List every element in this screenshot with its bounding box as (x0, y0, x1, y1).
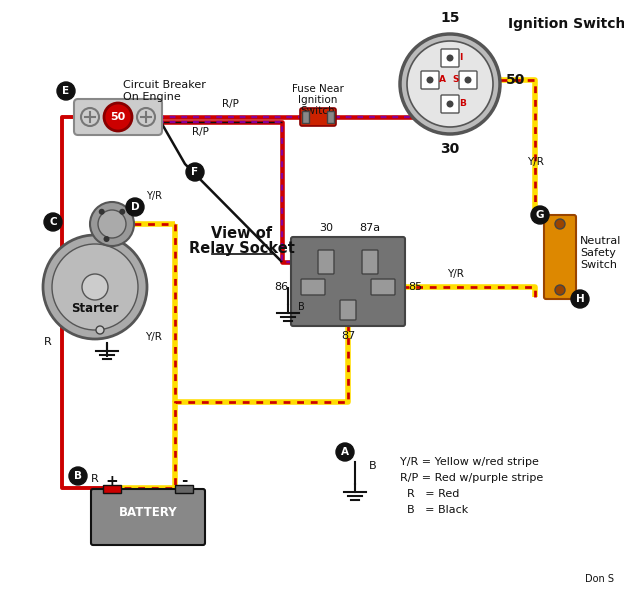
Text: D: D (130, 202, 139, 212)
Bar (302, 111, 309, 123)
Bar (175, 485, 193, 493)
FancyBboxPatch shape (362, 250, 378, 274)
Text: R   = Red: R = Red (400, 489, 459, 499)
Text: B: B (369, 461, 377, 471)
Text: 50: 50 (110, 112, 125, 122)
Circle shape (43, 235, 147, 339)
FancyBboxPatch shape (340, 300, 356, 320)
Text: B: B (298, 302, 305, 312)
Circle shape (104, 236, 110, 242)
Circle shape (81, 108, 99, 126)
Text: B   = Black: B = Black (400, 505, 468, 515)
Circle shape (447, 54, 454, 62)
Circle shape (96, 326, 104, 334)
Text: C: C (49, 217, 57, 227)
Circle shape (69, 467, 87, 485)
Circle shape (555, 285, 565, 295)
Text: R: R (91, 474, 99, 484)
Text: Safety: Safety (580, 248, 616, 258)
Circle shape (126, 198, 144, 216)
FancyBboxPatch shape (371, 279, 395, 295)
Text: G: G (536, 210, 544, 220)
Text: Y/R: Y/R (146, 191, 162, 201)
Text: Circuit Breaker: Circuit Breaker (123, 80, 206, 90)
Circle shape (426, 76, 434, 83)
Text: Y/R: Y/R (527, 157, 544, 167)
Text: B: B (74, 471, 82, 481)
FancyBboxPatch shape (441, 49, 459, 67)
Text: R: R (44, 337, 52, 347)
FancyBboxPatch shape (74, 99, 162, 135)
Circle shape (336, 443, 354, 461)
Circle shape (44, 213, 62, 231)
FancyBboxPatch shape (421, 71, 439, 89)
Text: H: H (575, 294, 584, 304)
Text: Neutral: Neutral (580, 236, 622, 246)
Text: Y/R: Y/R (447, 269, 464, 279)
Text: 85: 85 (408, 282, 422, 292)
Text: Y/R: Y/R (145, 332, 162, 342)
Text: R/P = Red w/purple stripe: R/P = Red w/purple stripe (400, 473, 544, 483)
Text: 30: 30 (319, 223, 333, 233)
Circle shape (555, 219, 565, 229)
Text: A: A (341, 447, 349, 457)
Text: 50: 50 (506, 73, 525, 87)
Text: 15: 15 (441, 11, 460, 25)
Text: BATTERY: BATTERY (119, 507, 177, 520)
Text: Starter: Starter (71, 303, 119, 316)
Circle shape (447, 101, 454, 108)
FancyBboxPatch shape (301, 279, 325, 295)
Text: Don S: Don S (585, 574, 614, 584)
Circle shape (52, 244, 138, 330)
Text: R/P: R/P (192, 127, 208, 137)
Circle shape (531, 206, 549, 224)
Circle shape (98, 210, 126, 238)
Circle shape (407, 41, 493, 127)
Text: A: A (439, 76, 446, 85)
Circle shape (119, 209, 125, 215)
Bar (327, 111, 334, 123)
Text: F: F (192, 167, 198, 177)
Circle shape (571, 290, 589, 308)
Text: E: E (62, 86, 69, 96)
FancyBboxPatch shape (318, 250, 334, 274)
Text: Switch: Switch (580, 260, 617, 270)
FancyBboxPatch shape (544, 215, 576, 299)
Text: R/P: R/P (222, 99, 238, 109)
Circle shape (57, 82, 75, 100)
Text: I: I (459, 53, 462, 63)
Text: Switch: Switch (301, 106, 335, 116)
Text: Relay Socket: Relay Socket (189, 242, 295, 256)
Text: On Engine: On Engine (123, 92, 181, 102)
Circle shape (82, 274, 108, 300)
FancyBboxPatch shape (441, 95, 459, 113)
Text: Y/R = Yellow w/red stripe: Y/R = Yellow w/red stripe (400, 457, 539, 467)
FancyBboxPatch shape (91, 489, 205, 545)
Bar (103, 485, 121, 493)
Text: Fuse Near: Fuse Near (292, 84, 344, 94)
Text: +: + (105, 474, 119, 488)
Circle shape (99, 209, 105, 215)
Text: Ignition Switch: Ignition Switch (508, 17, 624, 31)
Circle shape (464, 76, 472, 83)
Text: 87: 87 (341, 331, 355, 341)
Text: 87a: 87a (359, 223, 381, 233)
Text: -: - (181, 474, 187, 488)
Circle shape (400, 34, 500, 134)
Circle shape (137, 108, 155, 126)
FancyBboxPatch shape (300, 108, 336, 126)
Circle shape (186, 163, 204, 181)
Text: 86: 86 (274, 282, 288, 292)
Circle shape (104, 103, 132, 131)
Text: View of: View of (212, 227, 273, 242)
Text: B: B (459, 99, 466, 108)
FancyBboxPatch shape (291, 237, 405, 326)
Circle shape (90, 202, 134, 246)
Text: 30: 30 (441, 142, 460, 156)
Text: S: S (452, 76, 459, 85)
FancyBboxPatch shape (459, 71, 477, 89)
Text: Ignition: Ignition (298, 95, 338, 105)
